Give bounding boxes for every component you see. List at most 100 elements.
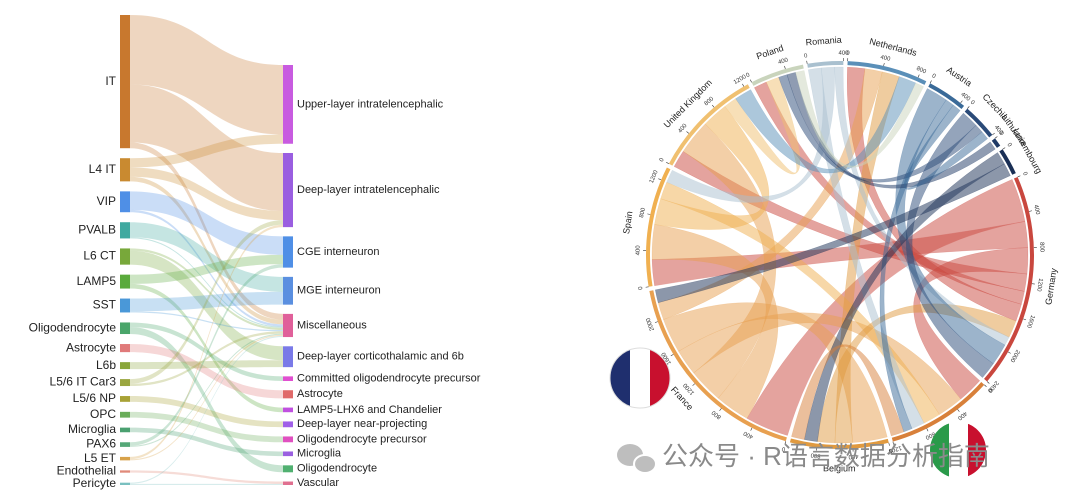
tick-mark — [686, 131, 690, 134]
sankey-link — [130, 220, 283, 384]
source-node — [120, 427, 130, 433]
tick-mark — [994, 136, 998, 139]
group-arc — [991, 138, 1001, 148]
sankey-link — [130, 15, 283, 135]
source-label: L6b — [96, 358, 116, 372]
tick-label: 0 — [659, 157, 666, 163]
source-label: L5/6 IT Car3 — [50, 375, 117, 389]
tick-label: 0 — [969, 100, 976, 107]
tick-mark — [749, 79, 752, 83]
source-node — [120, 222, 130, 239]
source-node — [120, 396, 130, 402]
tick-mark — [967, 106, 970, 109]
tick-label: 400 — [959, 92, 971, 103]
sankey-link — [130, 291, 283, 312]
target-label: Deep-layer intratelencephalic — [297, 184, 440, 196]
watermark: 公众号 · R语言数据分析指南 — [662, 441, 990, 471]
tick-mark — [892, 441, 894, 445]
tick-label: 0 — [846, 51, 850, 57]
target-label: LAMP5-LHX6 and Chandelier — [297, 404, 442, 416]
sankey-links — [130, 15, 283, 485]
sankey-link — [130, 250, 283, 361]
source-node — [120, 191, 130, 213]
sankey-link — [130, 134, 283, 168]
chord-ribbon — [904, 104, 989, 190]
sankey-link — [130, 427, 283, 457]
sankey-link — [130, 335, 283, 484]
tick-label: 2000 — [645, 316, 655, 331]
chord-ribbon — [834, 66, 1010, 346]
source-node — [120, 298, 130, 313]
sankey-link — [130, 142, 283, 320]
wechat-icon — [617, 444, 657, 474]
group-arc — [847, 61, 927, 85]
tick-label: 400 — [838, 51, 849, 57]
target-node — [283, 313, 293, 338]
tick-label: 0 — [804, 53, 809, 60]
tick-mark — [1028, 210, 1033, 212]
source-label: Microglia — [68, 422, 116, 436]
sankey-link — [130, 191, 283, 255]
source-label: L5 ET — [84, 451, 117, 465]
tick-label: 0 — [638, 285, 645, 290]
chord-ribbon — [724, 76, 801, 175]
source-node — [120, 456, 130, 461]
source-label: Pericyte — [73, 476, 117, 490]
source-label: LAMP5 — [77, 274, 117, 288]
source-node — [120, 274, 130, 289]
tick-mark — [750, 427, 753, 431]
group-arc — [891, 382, 985, 442]
sankey-link — [130, 333, 283, 447]
tick-mark — [784, 441, 787, 445]
target-node — [283, 276, 293, 305]
sankey-link — [130, 483, 283, 485]
sankey-link — [130, 360, 283, 370]
group-label: Austria — [945, 65, 974, 89]
sankey-link — [130, 322, 283, 382]
chord-ribbon — [795, 70, 924, 168]
sankey-link — [130, 334, 283, 461]
tick-mark — [806, 60, 808, 64]
group-label: Netherlands — [868, 36, 918, 58]
tick-label: 400 — [956, 410, 968, 421]
target-node — [283, 465, 293, 473]
italy-flag — [930, 422, 986, 478]
tick-label: 800 — [915, 66, 927, 76]
tick-mark — [666, 162, 669, 164]
chord-ribbons — [651, 66, 1029, 444]
source-node — [120, 248, 130, 265]
source-node — [120, 379, 130, 387]
tick-label: 0 — [888, 447, 893, 454]
tick-label: 1200 — [887, 444, 902, 454]
target-node — [283, 390, 293, 399]
target-label: Oligodendrocyte — [297, 463, 377, 475]
tick-label: 400 — [636, 245, 642, 256]
group-arc — [807, 60, 844, 68]
sankey-link — [130, 176, 283, 325]
france-flag — [609, 347, 671, 409]
group-label: Romania — [805, 35, 842, 48]
tick-mark — [1023, 318, 1027, 321]
source-label: L5/6 NP — [73, 391, 116, 405]
chord-ribbon — [663, 302, 888, 443]
sankey-link — [130, 470, 283, 484]
source-node — [120, 15, 130, 149]
sankey-link — [130, 254, 283, 284]
tick-label: 0 — [986, 386, 993, 393]
source-node — [120, 411, 130, 418]
tick-mark — [1002, 147, 1006, 150]
tick-label: 2000 — [1008, 348, 1020, 363]
tick-mark — [658, 178, 662, 181]
tick-label: 400 — [678, 122, 689, 134]
tick-mark — [957, 409, 960, 412]
source-node — [120, 470, 130, 473]
source-label: L4 IT — [89, 162, 117, 176]
chord-ribbon — [817, 303, 1017, 444]
target-node — [283, 481, 293, 485]
sankey-link — [130, 327, 283, 473]
tick-mark — [1017, 175, 1021, 178]
tick-label: 0 — [745, 72, 751, 79]
tick-mark — [654, 321, 658, 323]
group-arc — [999, 149, 1016, 175]
